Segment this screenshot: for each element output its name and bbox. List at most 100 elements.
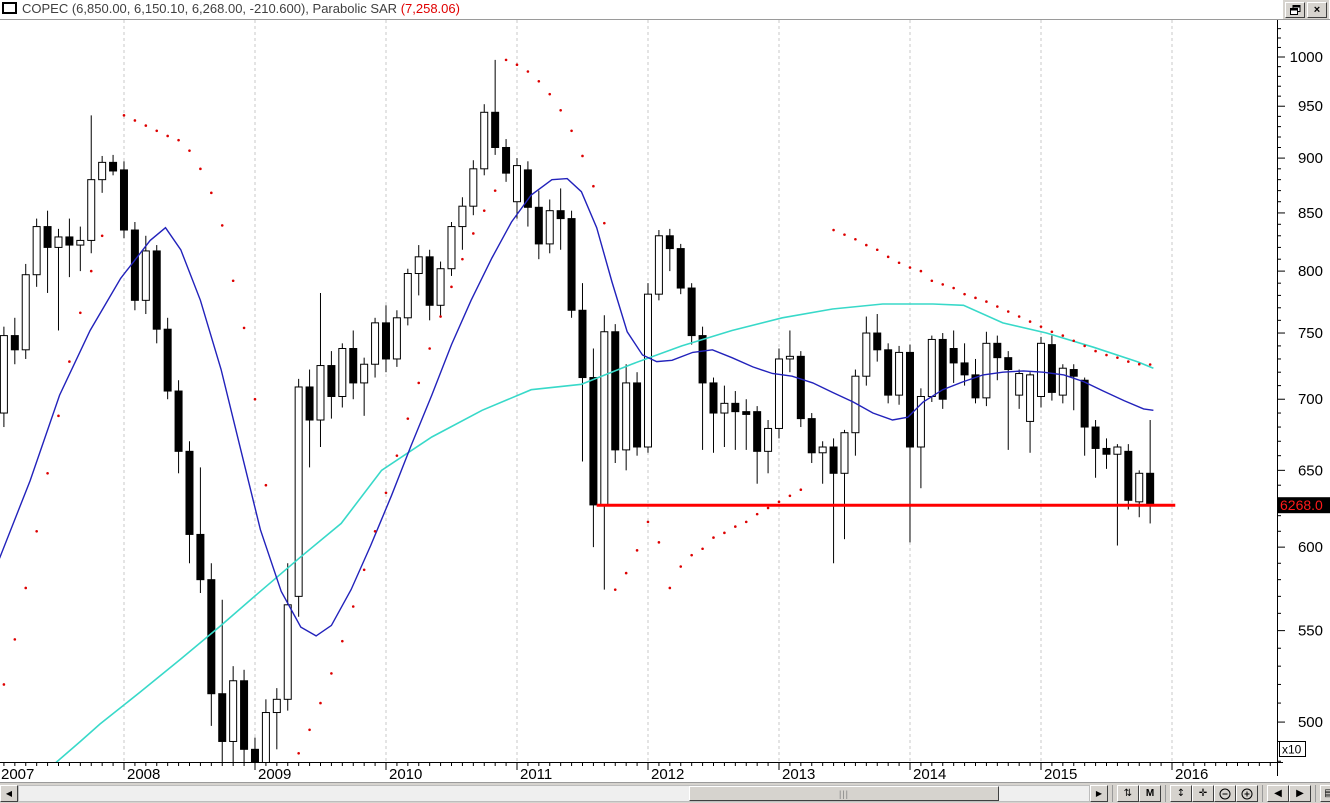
previous-chart-button[interactable]: ◀ — [1267, 785, 1289, 802]
parabolic-sar-dot — [450, 285, 453, 289]
toolbar-separator — [1262, 785, 1263, 802]
rescale-button[interactable]: ⇅ — [1117, 785, 1139, 802]
parabolic-sar-dot — [996, 305, 999, 308]
x-axis-year-label: 2011 — [520, 766, 552, 782]
restore-icon — [1289, 4, 1300, 15]
candle-body — [578, 309, 587, 379]
close-icon: × — [1313, 3, 1321, 16]
scrollbar-right-arrow-button[interactable]: ▶ — [1090, 785, 1108, 802]
page-layout-button[interactable]: ▤ — [1320, 785, 1330, 802]
close-window-button[interactable]: × — [1307, 1, 1327, 18]
zoom-out-button[interactable] — [1214, 785, 1236, 802]
candle-body — [633, 382, 642, 448]
candle-body — [1135, 472, 1144, 503]
parabolic-sar-dot — [788, 494, 792, 498]
parabolic-sar-dot — [220, 224, 224, 227]
candle-body — [938, 338, 947, 400]
zoom-in-button[interactable] — [1236, 785, 1258, 802]
candle-body — [218, 693, 227, 742]
horizontal-scrollbar-track[interactable]: ||| — [18, 785, 1090, 802]
parabolic-sar-dot — [603, 221, 606, 225]
candle-body — [534, 206, 543, 245]
candle-body — [774, 358, 783, 429]
candle-body — [1124, 450, 1133, 501]
parabolic-sar-dot — [668, 586, 672, 590]
candle-body — [327, 365, 336, 397]
parabolic-sar-dot — [897, 261, 901, 265]
candle-body — [65, 236, 74, 246]
scrollbar-left-arrow-button[interactable]: ◀ — [0, 785, 18, 802]
candle-body — [873, 332, 882, 351]
candle-body — [971, 374, 980, 399]
parabolic-sar-dot — [35, 529, 38, 533]
axis-multiplier-box — [1279, 741, 1306, 757]
candle-body — [993, 342, 1002, 359]
candle-body — [87, 179, 96, 241]
candle-body — [207, 579, 216, 695]
parabolic-sar-dot — [177, 138, 180, 142]
parabolic-sar-dot — [13, 638, 17, 641]
candle-body — [43, 226, 52, 248]
y-axis-label: 900 — [1298, 150, 1323, 167]
parabolic-sar-dot — [624, 571, 628, 575]
pan-button[interactable]: ✛ — [1192, 785, 1214, 802]
next-icon: ▶ — [1296, 788, 1304, 799]
chart-window-titlebar[interactable]: COPEC (6,850.00, 6,150.10, 6,268.00, -21… — [0, 0, 1330, 20]
parabolic-sar-dot — [974, 296, 977, 300]
next-chart-button[interactable]: ▶ — [1289, 785, 1311, 802]
candle-body — [403, 273, 412, 319]
candle-body — [10, 335, 19, 351]
candle-body — [862, 332, 871, 377]
page-icon: ▤ — [1324, 788, 1330, 799]
candle-body — [665, 235, 674, 250]
x-axis-year-label: 2013 — [782, 766, 815, 782]
parabolic-sar-dot — [144, 124, 148, 127]
candle-body — [163, 328, 172, 392]
candle-body — [785, 355, 794, 360]
candle-body — [1080, 379, 1089, 428]
x-axis-year-label: 2012 — [651, 766, 684, 782]
restore-window-button[interactable] — [1285, 1, 1305, 18]
candle-body — [927, 338, 936, 397]
parabolic-sar-dot — [341, 639, 344, 643]
scrollbar-grip: ||| — [838, 788, 849, 799]
parabolic-sar-dot — [712, 536, 715, 539]
candle-body — [949, 348, 958, 364]
zoom-out-icon — [1219, 788, 1231, 799]
candle-body — [676, 248, 685, 289]
periodicity-button[interactable]: M — [1139, 785, 1161, 802]
chart-document-icon — [2, 2, 17, 14]
current-price-label-box — [1278, 497, 1330, 514]
x-axis-year-label: 2014 — [913, 766, 946, 782]
candle-body — [436, 268, 445, 306]
candle-body — [185, 450, 194, 535]
zoom-in-icon — [1241, 788, 1253, 799]
price-chart-plot[interactable]: 1000 950 900 850 800 750 700 650 600 550 500 6268.0… — [0, 20, 1330, 782]
candle-body — [884, 349, 893, 396]
candle-body — [1047, 344, 1056, 393]
candle-body — [1015, 373, 1024, 396]
parabolic-sar-dot — [1072, 339, 1076, 343]
scrollbar-thumb[interactable]: ||| — [689, 786, 999, 801]
parabolic-sar-dot — [461, 257, 464, 261]
vertical-scale-button[interactable]: ↕ — [1170, 785, 1192, 802]
parabolic-sar-dot — [755, 512, 759, 516]
candle-body — [829, 446, 838, 474]
candle-body — [272, 698, 281, 714]
parabolic-sar-dot — [231, 279, 235, 283]
title-instrument-values: COPEC (6,850.00, 6,150.10, 6,268.00, -21… — [22, 1, 401, 16]
parabolic-sar-dot — [930, 279, 934, 283]
parabolic-sar-dot — [1083, 344, 1086, 348]
candle-body — [21, 274, 30, 351]
candle-body — [119, 169, 128, 231]
candle-body — [1004, 357, 1013, 371]
candle-body — [720, 402, 729, 414]
parabolic-sar-dot — [886, 255, 890, 259]
parabolic-sar-dot — [351, 605, 355, 608]
candle-body — [807, 418, 816, 454]
parabolic-sar-dot — [1116, 356, 1119, 359]
candle-body — [960, 362, 969, 376]
candle-body — [305, 386, 314, 421]
parabolic-sar-dot — [548, 92, 552, 96]
